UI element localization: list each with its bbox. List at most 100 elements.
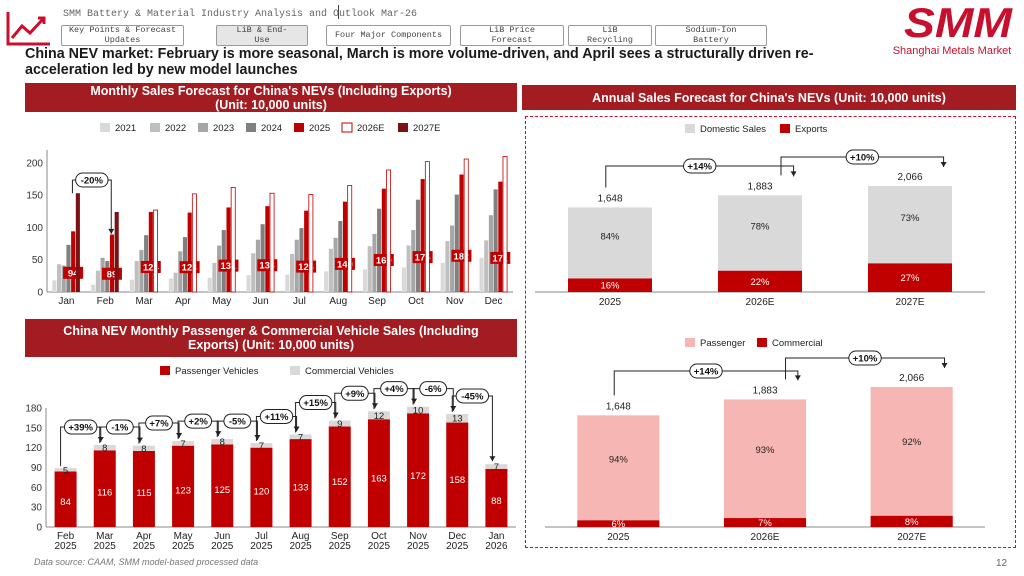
pvcv-growth-label: -6% xyxy=(425,384,442,395)
monthly-bar xyxy=(342,201,348,292)
monthly-legend-swatch xyxy=(150,123,160,132)
monthly-y-tick: 150 xyxy=(26,191,43,202)
annual-type-growth-label: +14% xyxy=(694,367,719,378)
monthly-legend-label: 2025 xyxy=(309,123,330,134)
annual-type-total-label: 2,066 xyxy=(899,373,924,384)
annual-type-growth-label-bubble xyxy=(689,363,723,379)
monthly-annotation-label: -20% xyxy=(81,176,104,187)
monthly-bar xyxy=(260,224,265,292)
pvcv-growth-label-bubble xyxy=(455,388,490,404)
monthly-y-tick: 0 xyxy=(37,288,43,299)
annual-export-share-label: 84% xyxy=(600,231,620,242)
monthly-annotation-arrow xyxy=(108,228,115,234)
pvcv-y-tick: 60 xyxy=(31,483,43,494)
monthly-bar xyxy=(459,174,464,292)
tab-sodium-ion-battery[interactable]: Sodium-Ion Battery xyxy=(655,25,767,46)
pvcv-growth-label: -45% xyxy=(461,391,484,402)
monthly-bar xyxy=(153,209,158,293)
monthly-legend-label: 2022 xyxy=(165,123,186,134)
pvcv-x-tick-year: 2025 xyxy=(94,541,117,552)
svg-text:SMM: SMM xyxy=(904,2,1013,42)
document-title: SMM Battery & Material Industry Analysis… xyxy=(63,9,418,20)
monthly-bar xyxy=(484,240,489,292)
pvcv-bar-commercial xyxy=(289,434,312,440)
annual-type-share-label: 93% xyxy=(755,445,775,456)
pvcv-growth-label-bubble xyxy=(184,413,213,429)
monthly-legend-swatch xyxy=(294,123,304,132)
monthly-x-tick: Nov xyxy=(446,296,464,307)
annual-type-total-label: 1,883 xyxy=(752,385,777,396)
tab-lib-recycling[interactable]: LiB Recycling xyxy=(568,25,652,46)
pvcv-x-tick-month: Nov xyxy=(409,531,427,542)
pvcv-bar-passenger xyxy=(132,450,155,527)
monthly-x-tick: Jan xyxy=(58,296,74,307)
pvcv-passenger-label: 125 xyxy=(214,485,230,496)
tab-lib-end-use[interactable]: LiB & End- Use xyxy=(216,25,308,46)
pvcv-bar-commercial xyxy=(93,445,116,451)
monthly-bar xyxy=(401,267,406,292)
pvcv-legend-swatch xyxy=(160,366,170,375)
annual-export-total-label: 1,648 xyxy=(597,193,622,204)
annual-type-bar-segment xyxy=(723,518,807,527)
monthly-x-tick: Jul xyxy=(293,296,306,307)
monthly-data-label: 126 xyxy=(298,262,314,273)
monthly-bar xyxy=(91,284,96,292)
pvcv-commercial-label: 9 xyxy=(337,419,342,430)
annual-type-share-label: 92% xyxy=(902,437,922,448)
monthly-legend-swatch xyxy=(341,122,353,133)
pvcv-growth-label: +7% xyxy=(149,419,169,430)
tab-four-major-components[interactable]: Four Major Components xyxy=(326,25,451,46)
monthly-bar xyxy=(338,221,343,292)
pvcv-bar-passenger xyxy=(407,413,430,527)
monthly-data-label: 171 xyxy=(492,253,509,264)
pvcv-bar-commercial xyxy=(172,441,195,446)
monthly-legend-swatch xyxy=(100,123,110,132)
annual-charts-frame xyxy=(525,116,1016,548)
annual-export-legend-label: Domestic Sales xyxy=(700,124,766,135)
annual-export-total-label: 2,066 xyxy=(897,172,922,183)
annual-type-growth-arrow xyxy=(794,375,801,381)
monthly-x-tick: Aug xyxy=(329,296,347,307)
annual-type-bar-segment xyxy=(870,515,953,527)
monthly-bar xyxy=(148,211,153,292)
smm-logo: SMM xyxy=(904,2,1013,42)
pvcv-bar-commercial xyxy=(367,411,390,420)
monthly-legend-label: 2027E xyxy=(413,123,440,134)
pvcv-x-tick-month: Mar xyxy=(96,531,114,542)
pvcv-y-tick: 150 xyxy=(25,423,42,434)
pvcv-bar-commercial xyxy=(446,413,469,423)
pvcv-growth-label-bubble xyxy=(259,408,294,424)
annual-type-growth-label: +10% xyxy=(853,354,878,365)
monthly-bar xyxy=(324,271,329,292)
monthly-bar xyxy=(415,199,421,292)
tab-key-points[interactable]: Key Points & Forecast Updates xyxy=(61,25,184,46)
annual-export-growth-label-bubble xyxy=(845,149,879,165)
annual-type-legend-label: Commercial xyxy=(772,338,823,349)
monthly-bar xyxy=(406,245,411,292)
pvcv-legend-label: Passenger Vehicles xyxy=(175,366,259,377)
pvcv-bar-passenger xyxy=(93,450,116,527)
pvcv-x-tick-year: 2025 xyxy=(211,541,234,552)
pvcv-y-tick: 0 xyxy=(36,523,42,534)
monthly-bar xyxy=(347,185,353,293)
pv-cv-chart-title: China NEV Monthly Passenger & Commercial… xyxy=(25,319,517,357)
pvcv-x-tick-month: Apr xyxy=(136,531,152,542)
monthly-bar xyxy=(502,156,508,293)
pvcv-passenger-label: 133 xyxy=(293,482,309,493)
pvcv-growth-arrow xyxy=(293,426,300,432)
annual-export-bar-segment xyxy=(868,186,952,264)
annual-export-legend-swatch xyxy=(780,124,790,133)
annual-type-share-label: 7% xyxy=(758,518,772,529)
monthly-bar xyxy=(134,261,139,292)
pvcv-growth-label: +15% xyxy=(303,398,328,409)
monthly-y-tick: 50 xyxy=(32,255,44,266)
monthly-x-tick: Jun xyxy=(253,296,269,307)
monthly-bar xyxy=(187,212,192,292)
pvcv-growth-arrow xyxy=(371,403,378,409)
pvcv-growth-label-bubble xyxy=(298,395,333,411)
tab-lib-price-forecast[interactable]: LiB Price Forecast xyxy=(460,25,564,46)
annual-export-bar-segment xyxy=(718,195,802,271)
pvcv-bar-commercial xyxy=(54,468,77,472)
pvcv-passenger-label: 116 xyxy=(97,487,112,498)
monthly-bar xyxy=(71,231,76,292)
